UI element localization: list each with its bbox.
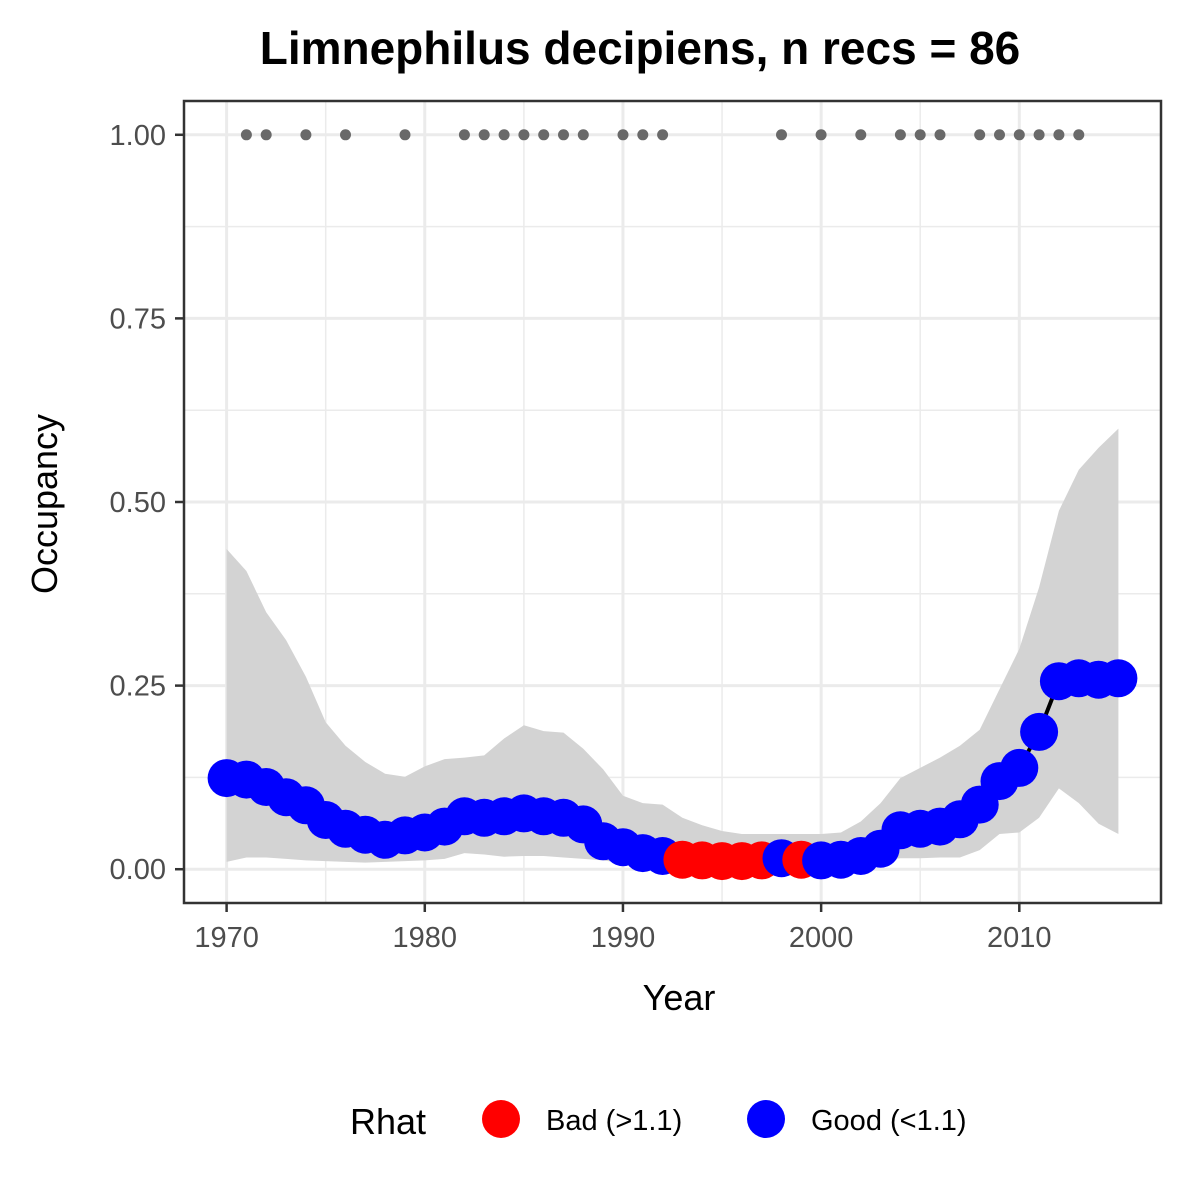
y-tick-label: 1.00: [110, 120, 166, 152]
record-point: [1073, 129, 1085, 141]
record-point: [577, 129, 589, 141]
y-tick-label: 0.00: [110, 854, 166, 886]
record-point: [637, 129, 649, 141]
legend-key-good: [747, 1100, 785, 1138]
record-point: [458, 129, 470, 141]
x-tick-label: 2000: [789, 922, 854, 954]
plot-panel: 1970 1980 1990 2000 2010 0.00 0.25 0.50 0.75 1.00: [110, 99, 1163, 954]
record-point: [657, 129, 669, 141]
legend-key-bad: [482, 1100, 520, 1138]
y-axis-title: Occupancy: [24, 414, 65, 594]
record-point: [974, 129, 986, 141]
legend: Rhat Bad (>1.1) Good (<1.1): [350, 1100, 967, 1142]
x-tick-label: 1990: [591, 922, 656, 954]
record-point: [994, 129, 1005, 141]
y-tick-label: 0.75: [110, 303, 166, 335]
x-tick-label: 1970: [194, 922, 259, 954]
record-point: [558, 129, 569, 141]
record-point: [538, 129, 550, 141]
record-point: [498, 129, 510, 141]
x-axis-title: Year: [643, 977, 716, 1018]
record-point: [776, 129, 787, 141]
record-point: [815, 129, 827, 141]
legend-label-bad: Bad (>1.1): [546, 1105, 682, 1137]
x-tick-label: 2010: [987, 922, 1052, 954]
record-point: [340, 129, 351, 141]
record-point: [1013, 129, 1025, 141]
record-point: [855, 129, 867, 141]
record-point: [399, 129, 411, 141]
chart-title: Limnephilus decipiens, n recs = 86: [260, 22, 1021, 74]
estimate-point-good: [1020, 712, 1059, 751]
legend-title: Rhat: [350, 1101, 426, 1142]
x-tick-label: 1980: [393, 922, 458, 954]
record-point: [617, 129, 629, 141]
record-point: [260, 129, 272, 141]
estimate-point-good: [1099, 659, 1138, 698]
legend-label-good: Good (<1.1): [811, 1105, 967, 1137]
record-point: [1053, 129, 1065, 141]
estimate-point-good: [1000, 748, 1039, 787]
record-point: [1033, 129, 1045, 141]
record-point: [478, 129, 490, 141]
record-point: [934, 129, 946, 141]
record-point: [894, 129, 906, 141]
record-point: [300, 129, 312, 141]
record-point: [914, 129, 926, 141]
record-point: [240, 129, 252, 141]
y-tick-label: 0.50: [110, 487, 166, 519]
y-tick-label: 0.25: [110, 671, 166, 703]
record-point: [518, 129, 530, 141]
